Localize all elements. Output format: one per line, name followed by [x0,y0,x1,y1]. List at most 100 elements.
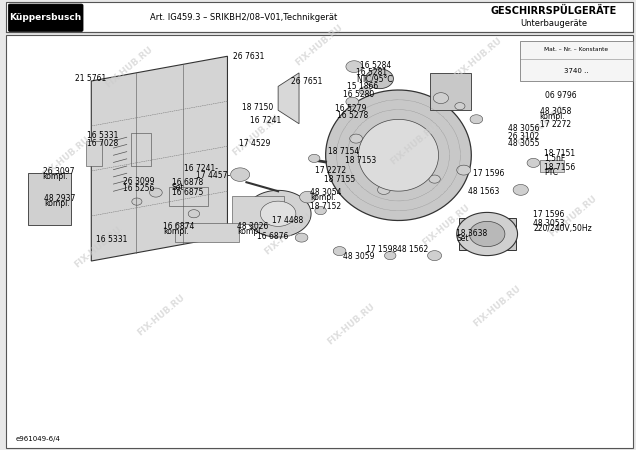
Text: PTC: PTC [544,168,558,177]
Text: 18 7150: 18 7150 [242,103,273,112]
Polygon shape [359,87,371,95]
Text: 16 5331: 16 5331 [96,235,128,244]
Text: 26 3102: 26 3102 [508,132,539,141]
Bar [86,141,102,166]
Bar [459,218,516,250]
Text: 16 5256: 16 5256 [123,184,155,193]
Polygon shape [378,185,391,194]
Text: GESCHIRRSPÜLGERÄTE: GESCHIRRSPÜLGERÄTE [490,6,617,16]
Text: kompl.: kompl. [163,227,189,236]
Text: 06 9796: 06 9796 [546,91,577,100]
Text: 220/240V,50Hz: 220/240V,50Hz [534,224,592,233]
Polygon shape [385,252,396,260]
Bar [430,73,471,110]
Text: 16 6878: 16 6878 [172,178,203,187]
Text: 18 7152: 18 7152 [310,202,341,211]
Text: NTC/95°C: NTC/95°C [356,75,392,84]
Polygon shape [346,61,363,72]
Text: FIX-HUB.RU: FIX-HUB.RU [516,104,567,148]
Bar [130,133,151,166]
Text: 48 1562: 48 1562 [398,245,429,254]
Polygon shape [469,221,505,247]
Text: Set: Set [456,234,469,243]
Text: 16 7241-: 16 7241- [184,164,218,173]
Text: FIX-HUB.RU: FIX-HUB.RU [547,194,598,238]
Text: kompl.: kompl. [43,172,68,181]
Polygon shape [260,201,296,226]
Polygon shape [308,154,320,162]
Text: 26 7631: 26 7631 [233,52,264,61]
Text: kompl.: kompl. [310,193,336,202]
Polygon shape [455,103,465,110]
Bar [169,187,208,206]
Text: Küppersbusch: Küppersbusch [10,13,82,22]
Text: 21 5761: 21 5761 [76,74,107,83]
Polygon shape [366,69,394,89]
Text: kompl.: kompl. [44,199,69,208]
Bar [6,2,633,32]
Polygon shape [346,97,359,106]
Text: 16 6875: 16 6875 [172,188,203,197]
Text: FIX-HUB.RU: FIX-HUB.RU [72,225,123,270]
Text: 18 7154: 18 7154 [328,147,359,156]
Text: 18 7151: 18 7151 [544,149,576,158]
Text: 3740 ..: 3740 .. [564,68,589,74]
Text: FIX-HUB.RU: FIX-HUB.RU [135,292,186,338]
Text: Set: Set [172,183,184,192]
Text: FIX-HUB.RU: FIX-HUB.RU [452,36,503,81]
Polygon shape [300,191,316,203]
Text: Mat. – Nr. – Konstante: Mat. – Nr. – Konstante [544,47,609,52]
Polygon shape [188,210,200,218]
Polygon shape [295,233,308,242]
Text: FIX-HUB.RU: FIX-HUB.RU [104,45,155,90]
Text: kompl.: kompl. [540,112,565,121]
Bar [232,196,284,224]
Text: 16 7028: 16 7028 [87,139,118,148]
Text: 17 4488: 17 4488 [272,216,303,225]
Text: 16 5331: 16 5331 [87,131,118,140]
Text: FIX-HUB.RU: FIX-HUB.RU [230,112,282,158]
Text: 26 3097: 26 3097 [43,167,74,176]
Polygon shape [427,251,441,261]
Text: Unterbaugeräte: Unterbaugeräte [520,19,587,28]
Text: 48 2937: 48 2937 [44,194,75,203]
Polygon shape [527,158,540,167]
Polygon shape [513,184,529,195]
Text: FIX-HUB.RU: FIX-HUB.RU [420,202,471,248]
Polygon shape [457,212,518,256]
Text: Art. IG459.3 – SRIKBH2/08–V01,Technikgerät: Art. IG459.3 – SRIKBH2/08–V01,Technikger… [149,13,337,22]
Polygon shape [429,175,440,183]
Text: 16 5284: 16 5284 [361,61,392,70]
Text: 48 3053: 48 3053 [534,219,565,228]
Polygon shape [470,115,483,124]
Text: 48 3059: 48 3059 [343,252,374,261]
Text: 17 1596: 17 1596 [534,210,565,219]
Polygon shape [132,198,142,205]
Text: 17 1596: 17 1596 [473,169,504,178]
Polygon shape [350,134,363,143]
Bar [175,223,240,242]
Polygon shape [245,190,311,237]
Text: FIX-HUB.RU: FIX-HUB.RU [389,122,440,166]
Polygon shape [231,168,250,181]
Text: 48 3056: 48 3056 [508,124,539,133]
Text: 26 3099: 26 3099 [123,177,155,186]
Text: 17 2272: 17 2272 [540,120,571,129]
Text: 48 3058: 48 3058 [540,107,571,116]
Text: 16 5280: 16 5280 [343,90,375,99]
Bar [520,40,633,81]
Text: FIX-HUB.RU: FIX-HUB.RU [326,302,377,346]
Text: 48 3026: 48 3026 [237,222,268,231]
Text: 15 1866: 15 1866 [347,82,378,91]
Polygon shape [326,90,471,220]
Polygon shape [92,56,228,261]
Text: 16 5279: 16 5279 [335,104,366,113]
Text: 16 6874: 16 6874 [163,222,194,231]
Polygon shape [315,207,326,215]
Text: 17 4457-: 17 4457- [196,171,230,180]
Text: 26 7651: 26 7651 [291,77,322,86]
Text: 17 2272: 17 2272 [315,166,346,175]
Text: 18 7155: 18 7155 [324,176,356,184]
Text: 17 1598: 17 1598 [366,245,397,254]
Text: 16 6876: 16 6876 [257,232,289,241]
